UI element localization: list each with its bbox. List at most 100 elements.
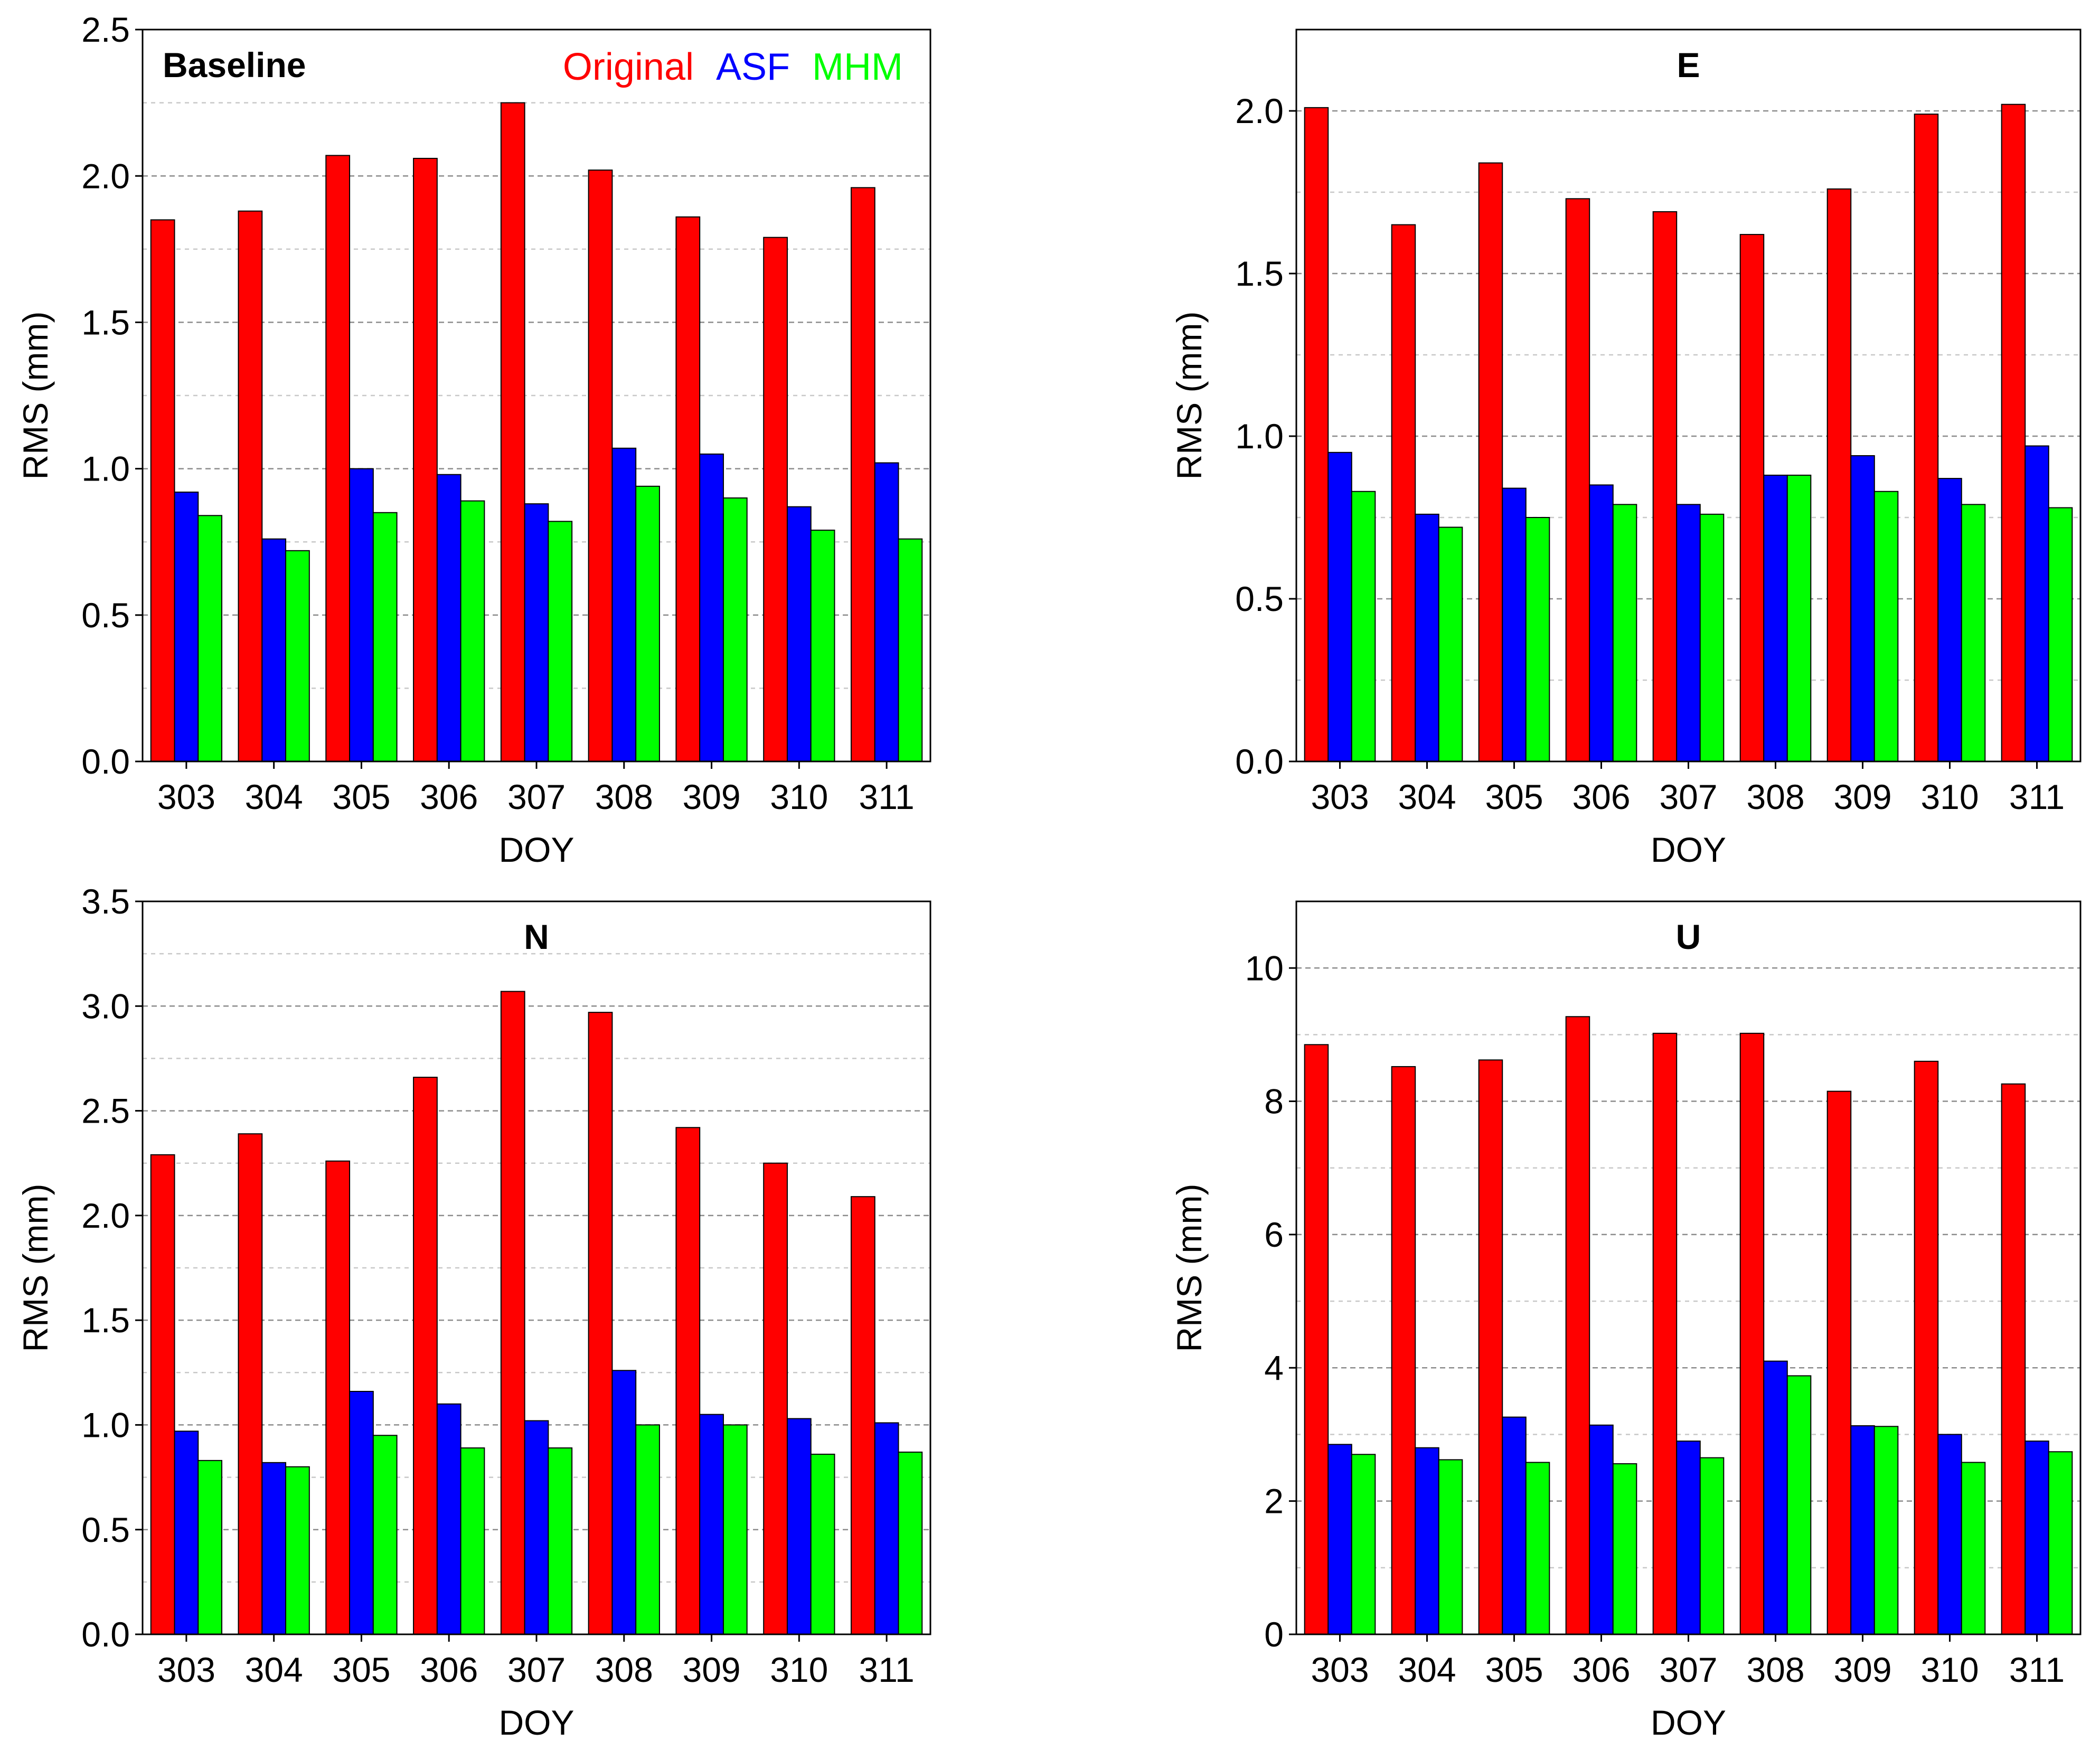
bar-asf-306 — [1589, 1424, 1614, 1635]
bar-mhm-308 — [1786, 1375, 1812, 1635]
x-tick-label: 310 — [1920, 777, 1979, 816]
bar-original-303 — [1304, 107, 1329, 763]
bar-asf-309 — [1850, 455, 1875, 762]
bar-asf-311 — [874, 1422, 899, 1635]
bar-asf-303 — [174, 1430, 199, 1635]
bar-asf-305 — [349, 468, 374, 762]
x-tick-label: 311 — [2009, 777, 2065, 816]
bar-asf-304 — [1415, 1447, 1439, 1635]
x-tick-label: 303 — [157, 777, 215, 816]
bar-mhm-306 — [1612, 504, 1637, 762]
x-tick-label: 306 — [420, 777, 478, 816]
y-axis-label: RMS (mm) — [1170, 1184, 1209, 1352]
bar-mhm-305 — [372, 512, 398, 762]
bar-mhm-311 — [2048, 1451, 2073, 1635]
x-tick-label: 307 — [507, 1650, 566, 1689]
legend-item-mhm: MHM — [812, 46, 903, 88]
y-tick-label: 0 — [1264, 1615, 1284, 1654]
bar-asf-308 — [1763, 474, 1788, 762]
y-tick-label: 3.5 — [81, 882, 130, 921]
panel-title: U — [1676, 917, 1701, 956]
y-tick-label: 0.0 — [81, 1615, 130, 1654]
bar-mhm-309 — [722, 497, 748, 762]
bar-original-304 — [238, 210, 263, 762]
bar-asf-309 — [699, 1414, 724, 1635]
bar-asf-304 — [1415, 513, 1439, 763]
bar-original-308 — [1739, 1032, 1765, 1635]
y-axis-label: RMS (mm) — [16, 312, 55, 480]
bar-original-309 — [1826, 1090, 1852, 1635]
x-tick-label: 305 — [1485, 1650, 1543, 1689]
bar-mhm-307 — [548, 1447, 573, 1635]
bar-original-310 — [1914, 1060, 1939, 1635]
y-tick-label: 1.0 — [1235, 417, 1284, 456]
bar-original-308 — [1739, 234, 1765, 762]
bar-original-304 — [1391, 1066, 1416, 1635]
x-tick-label: 304 — [245, 777, 303, 816]
bar-asf-308 — [1763, 1360, 1788, 1635]
bar-original-305 — [325, 1160, 351, 1635]
bar-asf-311 — [2024, 445, 2049, 762]
bar-original-303 — [1304, 1044, 1329, 1635]
bar-original-310 — [763, 237, 788, 762]
x-tick-label: 303 — [157, 1650, 215, 1689]
legend-item-asf: ASF — [716, 46, 790, 88]
bar-original-309 — [675, 216, 701, 762]
bar-mhm-308 — [635, 485, 660, 762]
x-tick-label: 306 — [1572, 1650, 1630, 1689]
bar-mhm-310 — [1961, 1462, 1986, 1635]
bar-mhm-310 — [810, 1453, 835, 1635]
bar-mhm-308 — [635, 1424, 660, 1635]
bar-asf-303 — [1327, 451, 1352, 762]
bar-mhm-303 — [1351, 491, 1376, 762]
bar-asf-305 — [1502, 487, 1527, 762]
bar-mhm-303 — [197, 1460, 223, 1635]
bar-asf-303 — [1327, 1444, 1352, 1635]
bar-mhm-306 — [1612, 1463, 1637, 1635]
panel-title: E — [1677, 45, 1700, 84]
x-tick-label: 304 — [245, 1650, 303, 1689]
bar-mhm-304 — [1438, 1459, 1463, 1635]
y-tick-label: 6 — [1264, 1215, 1284, 1254]
x-tick-label: 306 — [420, 1650, 478, 1689]
bar-asf-307 — [1676, 504, 1701, 762]
bar-asf-303 — [174, 491, 199, 763]
bar-mhm-305 — [1525, 1462, 1550, 1635]
bar-original-307 — [1652, 211, 1678, 763]
x-axis-label: DOY — [1651, 1703, 1726, 1742]
x-tick-label: 311 — [859, 1650, 914, 1689]
bar-asf-304 — [261, 538, 287, 762]
x-tick-label: 308 — [595, 777, 653, 816]
bar-original-311 — [850, 187, 875, 763]
bar-mhm-311 — [898, 538, 923, 762]
x-tick-label: 311 — [2009, 1650, 2065, 1689]
bar-original-307 — [500, 102, 525, 763]
bar-mhm-307 — [548, 521, 573, 763]
y-tick-label: 2.0 — [1235, 91, 1284, 130]
bar-mhm-309 — [722, 1424, 748, 1635]
x-axis-label: DOY — [1651, 830, 1726, 869]
bar-original-309 — [675, 1127, 701, 1635]
bar-asf-307 — [524, 503, 549, 762]
bar-mhm-304 — [285, 1466, 310, 1635]
bar-asf-307 — [1676, 1441, 1701, 1635]
bar-asf-308 — [611, 1370, 637, 1635]
x-axis-label: DOY — [498, 1703, 574, 1742]
bar-mhm-307 — [1699, 513, 1725, 763]
x-axis-label: DOY — [498, 830, 574, 869]
panel-title: Baseline — [163, 45, 306, 84]
bar-original-304 — [1391, 224, 1416, 763]
bar-asf-309 — [1850, 1425, 1875, 1635]
panel-title: N — [524, 917, 549, 956]
legend: Original ASF MHM — [563, 46, 903, 88]
chart-panel-baseline: 0.0 0.5 1.0 1.5 2.0 2.5 303 304 305 306 307 308 309 3… — [16, 10, 931, 869]
bar-mhm-303 — [197, 515, 223, 763]
bar-original-307 — [1652, 1032, 1678, 1635]
y-axis-label: RMS (mm) — [16, 1184, 55, 1352]
bar-original-310 — [1914, 114, 1939, 762]
y-tick-label: 8 — [1264, 1082, 1284, 1121]
y-tick-label: 2 — [1264, 1482, 1284, 1521]
x-tick-label: 307 — [1659, 777, 1717, 816]
bar-mhm-307 — [1699, 1457, 1725, 1635]
